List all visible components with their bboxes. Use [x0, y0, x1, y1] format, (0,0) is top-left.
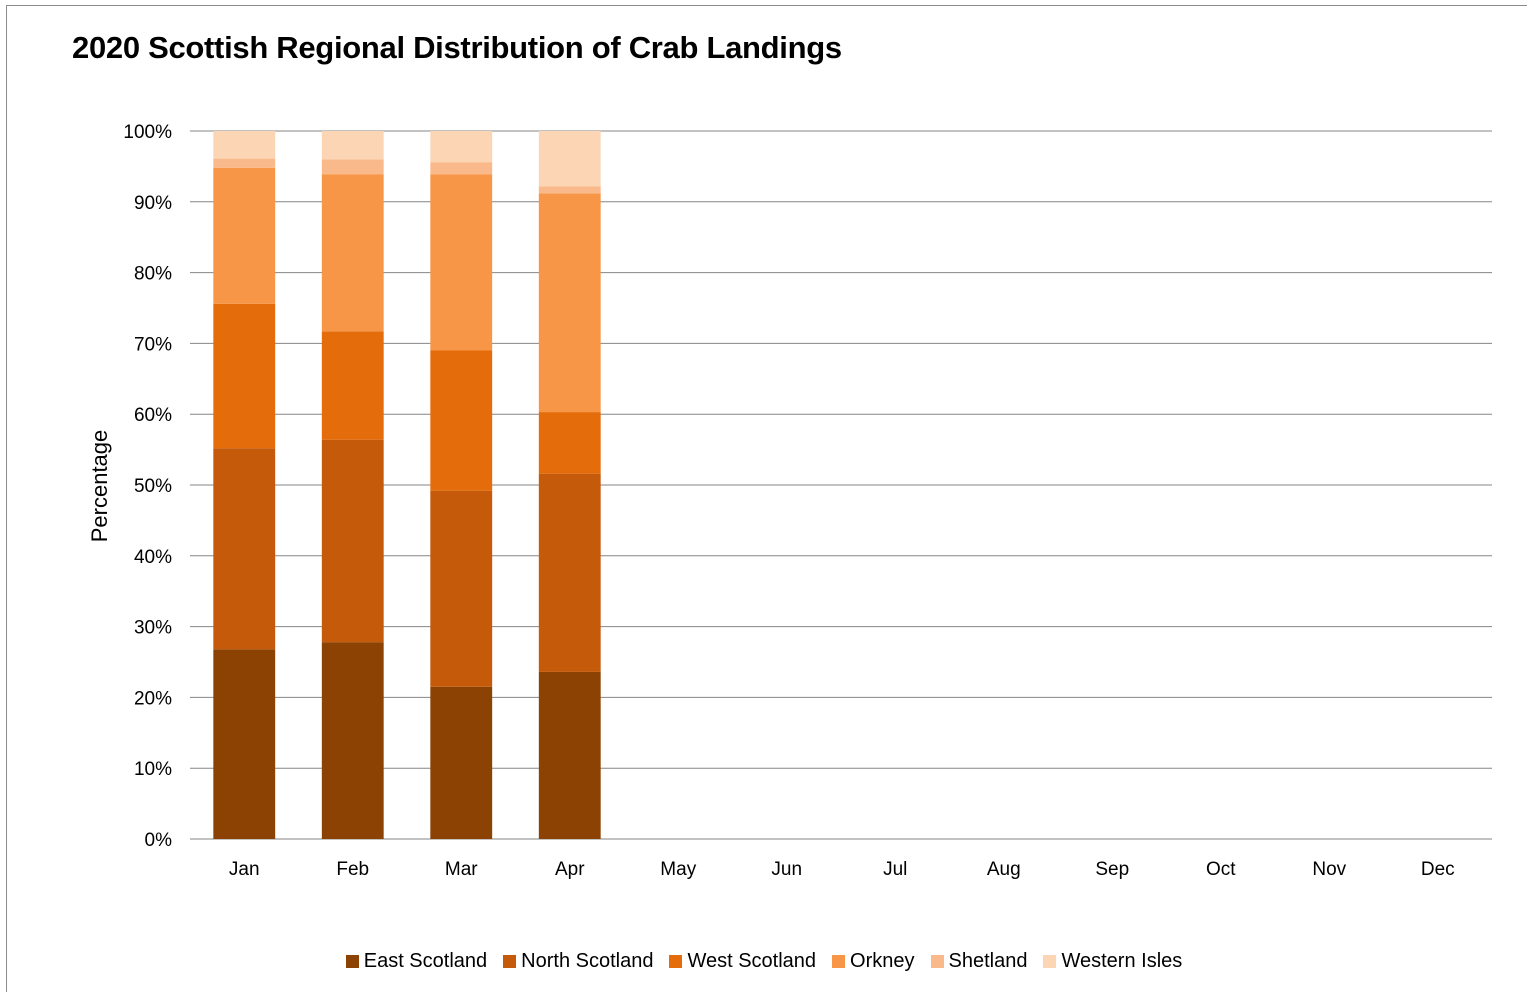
bar-segment: [213, 303, 276, 449]
x-tick-label: Feb: [336, 859, 369, 880]
chart-frame: [6, 5, 1527, 992]
legend-swatch: [669, 955, 683, 968]
y-tick-label: 10%: [134, 759, 172, 780]
legend-label: East Scotland: [363, 950, 488, 972]
legend-item: Orkney: [832, 950, 915, 973]
bar-segment: [430, 350, 493, 491]
x-tick-label: Jun: [771, 859, 802, 880]
bar-segment: [538, 193, 601, 413]
y-tick-label: 40%: [134, 547, 172, 568]
gridlines: [190, 130, 1492, 840]
y-tick-label: 100%: [123, 122, 172, 143]
y-tick-label: 50%: [134, 476, 172, 497]
legend-swatch: [832, 955, 846, 968]
y-tick-label: 30%: [134, 618, 172, 639]
x-tick-label: Dec: [1421, 859, 1455, 880]
x-tick-label: May: [660, 859, 696, 880]
legend-label: Shetland: [948, 950, 1028, 972]
bar-segment: [321, 642, 384, 839]
legend-item: West Scotland: [669, 950, 816, 973]
bar-segment: [430, 490, 493, 687]
y-tick-label: 90%: [134, 193, 172, 214]
bar-segment: [430, 162, 493, 175]
bar-segment: [213, 167, 276, 304]
y-tick-label: 80%: [134, 264, 172, 285]
y-tick-label: 20%: [134, 688, 172, 709]
x-tick-label: Mar: [445, 859, 478, 880]
bar-segment: [321, 331, 384, 440]
legend: East Scotland North Scotland West Scotland…: [0, 950, 1528, 973]
x-tick-label: Jan: [229, 859, 260, 880]
legend-label: Orkney: [850, 950, 915, 972]
legend-item: North Scotland: [503, 950, 653, 973]
x-axis-ticks: Jan Feb Mar Apr May Jun Jul Aug Sep Oct Nov Dec: [229, 859, 1455, 880]
legend-label: North Scotland: [521, 950, 654, 972]
bar-segment: [321, 131, 384, 160]
legend-label: Western Isles: [1061, 950, 1183, 972]
legend-swatch: [503, 955, 517, 968]
bars: [213, 131, 601, 839]
y-tick-label: 70%: [134, 334, 172, 355]
y-tick-label: 0%: [145, 830, 173, 851]
bar-segment: [213, 649, 276, 839]
bar-segment: [538, 131, 601, 187]
legend-swatch: [345, 955, 359, 968]
plot-area: 0% 10% 20% 30% 40% 50% 60% 70% 80% 90% 100% Jan Feb…: [87, 122, 1492, 880]
x-tick-label: Jul: [883, 859, 907, 880]
y-axis-label: Percentage: [87, 430, 112, 543]
bar-segment: [538, 186, 601, 194]
bar-segment: [430, 686, 493, 839]
legend-label: West Scotland: [687, 950, 817, 972]
x-tick-label: Sep: [1095, 859, 1129, 880]
x-tick-label: Apr: [555, 859, 585, 880]
bar-segment: [213, 448, 276, 650]
bar-segment: [213, 131, 276, 159]
legend-item: Western Isles: [1043, 950, 1182, 973]
bar-segment: [321, 174, 384, 332]
bar-segment: [430, 131, 493, 163]
bar-segment: [213, 158, 276, 168]
legend-item: East Scotland: [345, 950, 488, 973]
bar-segment: [538, 412, 601, 474]
x-tick-label: Nov: [1312, 859, 1346, 880]
chart-title: 2020 Scottish Regional Distribution of C…: [72, 30, 842, 65]
y-axis-ticks: 0% 10% 20% 30% 40% 50% 60% 70% 80% 90% 100%: [123, 122, 172, 851]
bar-segment: [430, 174, 493, 351]
legend-item: Shetland: [930, 950, 1028, 973]
bar-segment: [538, 671, 601, 839]
bar-segment: [321, 439, 384, 643]
x-tick-label: Aug: [987, 859, 1021, 880]
bar-segment: [321, 159, 384, 175]
x-tick-label: Oct: [1206, 859, 1236, 880]
y-tick-label: 60%: [134, 405, 172, 426]
legend-swatch: [1043, 955, 1057, 968]
bar-segment: [538, 473, 601, 672]
legend-swatch: [930, 955, 944, 968]
